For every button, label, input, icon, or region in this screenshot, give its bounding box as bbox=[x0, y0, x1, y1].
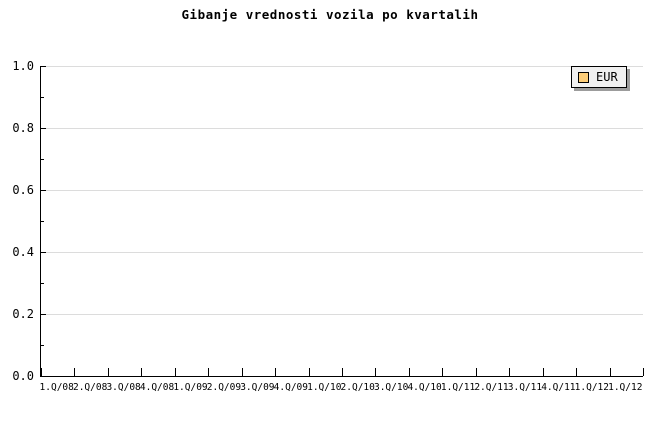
x-tick-label: 1.Q/12 bbox=[574, 382, 609, 393]
y-tick-label: 0.0 bbox=[12, 369, 34, 383]
eur-series-swatch-icon bbox=[578, 71, 589, 83]
x-tick-label: 4.Q/09 bbox=[273, 382, 308, 393]
x-tick bbox=[643, 368, 644, 376]
x-tick bbox=[409, 368, 410, 376]
x-tick-label: 1.Q/08 bbox=[39, 382, 74, 393]
x-tick bbox=[74, 368, 75, 376]
x-tick bbox=[342, 368, 343, 376]
legend-label-eur: EUR bbox=[596, 70, 618, 84]
legend: EUR bbox=[571, 66, 627, 88]
x-tick-label: 2.Q/11 bbox=[474, 382, 509, 393]
gridline bbox=[41, 66, 643, 67]
x-tick-label: 3.Q/09 bbox=[240, 382, 275, 393]
plot-area bbox=[40, 66, 644, 377]
x-tick bbox=[275, 368, 276, 376]
x-tick bbox=[442, 368, 443, 376]
x-tick-label: 4.Q/11 bbox=[541, 382, 576, 393]
chart-title: Gibanje vrednosti vozila po kvartalih bbox=[181, 7, 479, 22]
x-tick-label: 1.Q/12 bbox=[608, 382, 643, 393]
y-tick-label: 0.4 bbox=[12, 245, 34, 259]
x-tick bbox=[610, 368, 611, 376]
y-major-tick bbox=[41, 66, 46, 67]
y-tick-label: 1.0 bbox=[12, 59, 34, 73]
y-minor-tick bbox=[41, 159, 44, 160]
y-major-tick bbox=[41, 190, 46, 191]
gridline bbox=[41, 252, 643, 253]
gridline bbox=[41, 314, 643, 315]
x-tick bbox=[242, 368, 243, 376]
x-tick-label: 2.Q/10 bbox=[340, 382, 375, 393]
x-tick bbox=[576, 368, 577, 376]
y-minor-tick bbox=[41, 97, 44, 98]
y-tick-label: 0.2 bbox=[12, 307, 34, 321]
y-minor-tick bbox=[41, 283, 44, 284]
y-major-tick bbox=[41, 314, 46, 315]
x-tick bbox=[309, 368, 310, 376]
y-major-tick bbox=[41, 128, 46, 129]
x-tick-label: 3.Q/10 bbox=[373, 382, 409, 393]
y-tick-label: 0.8 bbox=[12, 121, 34, 135]
x-tick bbox=[543, 368, 544, 376]
x-tick-label: 2.Q/08 bbox=[72, 382, 108, 393]
x-tick bbox=[476, 368, 477, 376]
x-tick-label: 1.Q/10 bbox=[307, 382, 342, 393]
x-tick bbox=[108, 368, 109, 376]
x-tick bbox=[509, 368, 510, 376]
y-tick-label: 0.6 bbox=[12, 183, 34, 197]
x-tick bbox=[41, 368, 42, 376]
x-tick bbox=[375, 368, 376, 376]
x-axis-labels: 1.Q/08 2.Q/08 3.Q/08 4.Q/08 1.Q/09 2.Q/09 3.Q/… bbox=[39, 382, 643, 396]
y-minor-tick bbox=[41, 345, 44, 346]
x-tick-label: 3.Q/11 bbox=[507, 382, 543, 393]
x-tick-label: 3.Q/08 bbox=[106, 382, 141, 393]
y-minor-tick bbox=[41, 221, 44, 222]
x-tick bbox=[208, 368, 209, 376]
x-tick-label: 1.Q/11 bbox=[440, 382, 476, 393]
y-axis-labels: 1.0 0.8 0.6 0.4 0.2 0.0 bbox=[0, 60, 34, 383]
x-tick-label: 4.Q/08 bbox=[139, 382, 175, 393]
y-major-tick bbox=[41, 252, 46, 253]
x-tick-label: 4.Q/10 bbox=[407, 382, 442, 393]
x-tick bbox=[141, 368, 142, 376]
gridline bbox=[41, 190, 643, 191]
x-tick bbox=[175, 368, 176, 376]
gridline bbox=[41, 128, 643, 129]
x-tick-label: 2.Q/09 bbox=[206, 382, 242, 393]
x-tick-label: 1.Q/09 bbox=[173, 382, 208, 393]
